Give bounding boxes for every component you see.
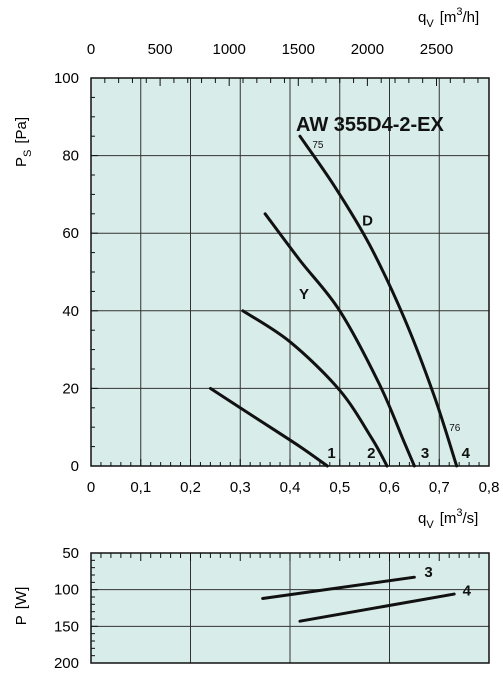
curve-label-D: D <box>362 212 373 229</box>
curve-label-3: 3 <box>421 445 429 462</box>
power-y-tick-label: 100 <box>54 582 79 599</box>
curve-label-4: 4 <box>462 445 471 462</box>
power-curve-3 <box>261 575 416 600</box>
x-tick-label: 0,4 <box>280 479 301 496</box>
y-tick-label: 80 <box>62 148 79 165</box>
y-tick-label: 0 <box>71 458 79 475</box>
x2-tick-label: 2500 <box>420 41 453 58</box>
x-tick-label: 0,6 <box>379 479 400 496</box>
power-y-axis-title: P[W] <box>13 587 30 626</box>
x-axis-title: qV [m3/s] <box>418 507 478 531</box>
y-tick-label: 20 <box>62 380 79 397</box>
y-tick-label: 100 <box>54 70 79 87</box>
power-curve-4 <box>298 592 456 623</box>
y-tick-label: 40 <box>62 303 79 320</box>
x2-axis-title: qV [m3/h] <box>418 6 479 30</box>
power-y-tick-label: 50 <box>62 545 79 562</box>
x-tick-label: 0,2 <box>180 479 201 496</box>
curve-1 <box>208 386 329 468</box>
curve-label-Y: Y <box>299 286 309 303</box>
power-curve-label-4: 4 <box>463 583 472 600</box>
x2-tick-label: 2000 <box>351 41 384 58</box>
x-tick-label: 0,5 <box>329 479 350 496</box>
x-tick-label: 0,8 <box>479 479 500 496</box>
curve-label-2: 2 <box>367 445 375 462</box>
curve-3 <box>263 212 416 468</box>
curve-2 <box>241 309 389 468</box>
curve-label-1: 1 <box>327 445 335 462</box>
x-tick-label: 0,7 <box>429 479 450 496</box>
x-tick-label: 0,1 <box>130 479 151 496</box>
power-y-tick-label: 200 <box>54 655 79 672</box>
y-tick-label: 60 <box>62 225 79 242</box>
power-curve-label-3: 3 <box>424 564 432 581</box>
y-axis-title: PS[Pa] <box>13 117 34 167</box>
x-tick-label: 0 <box>87 479 95 496</box>
x-tick-label: 0,3 <box>230 479 251 496</box>
x2-tick-label: 500 <box>148 41 173 58</box>
curve-note: 75 <box>312 140 324 151</box>
x2-tick-label: 0 <box>87 41 95 58</box>
chart-title: AW 355D4-2-EX <box>296 114 444 136</box>
curve-note: 76 <box>449 423 461 434</box>
curve-4 <box>298 134 459 468</box>
power-y-tick-label: 150 <box>54 618 79 635</box>
x2-tick-label: 1000 <box>213 41 246 58</box>
x2-tick-label: 1500 <box>282 41 315 58</box>
